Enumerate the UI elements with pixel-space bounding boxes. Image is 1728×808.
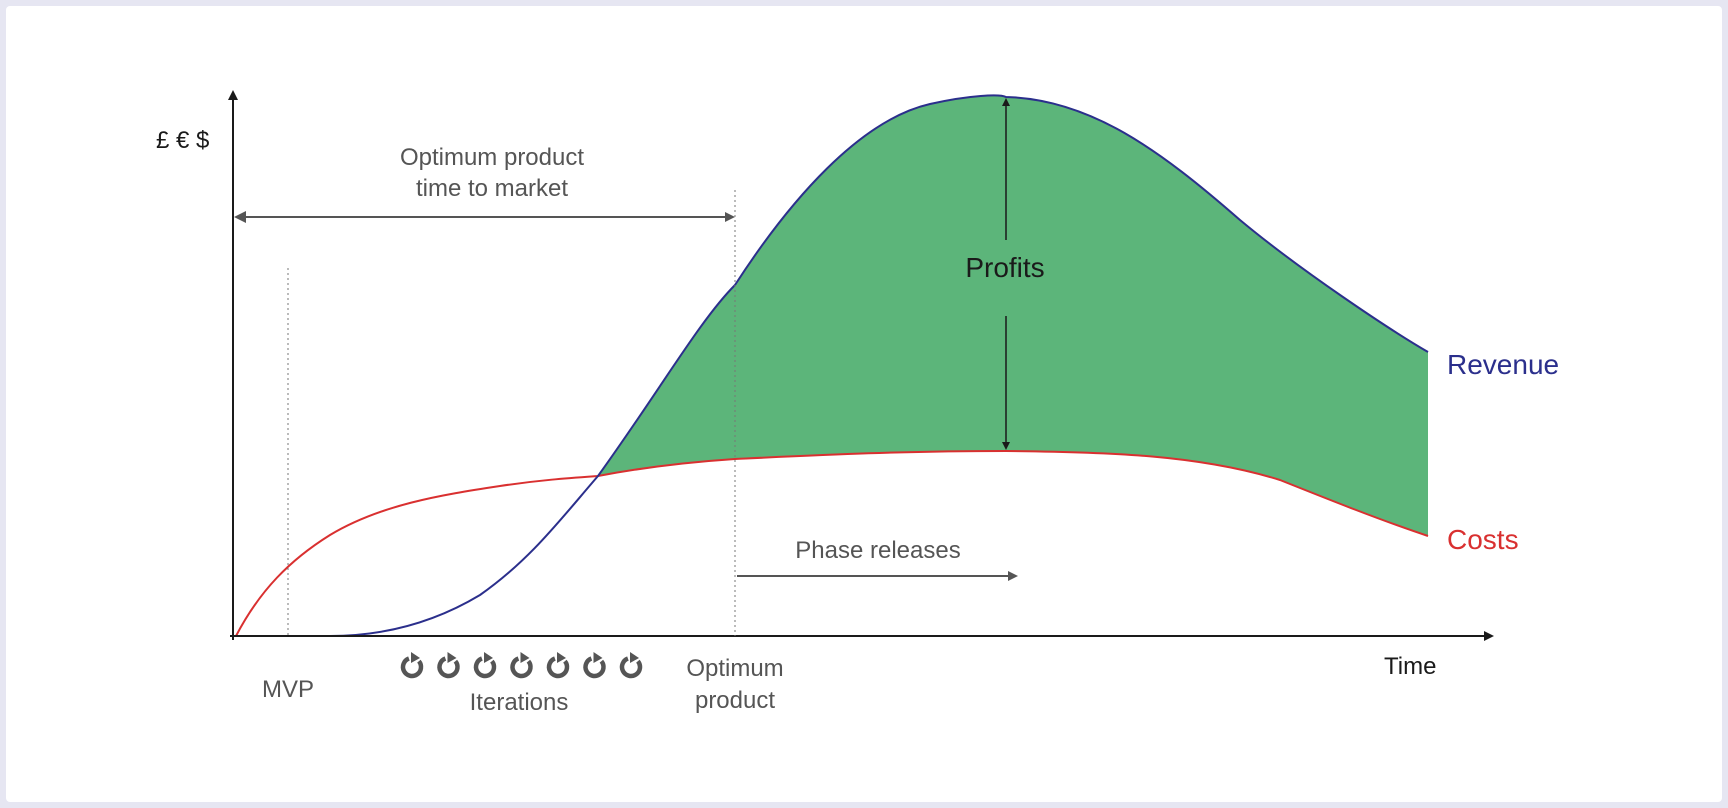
optimum-time-label-line2: time to market	[416, 175, 568, 202]
refresh-icon	[437, 652, 460, 679]
y-axis-label: £ € $	[156, 127, 209, 154]
costs-label: Costs	[1447, 524, 1519, 555]
time-to-market-arrow-left-head	[234, 211, 246, 223]
refresh-icon	[510, 652, 533, 679]
refresh-icon	[546, 652, 570, 679]
refresh-icon	[619, 652, 643, 679]
revenue-curve	[236, 94, 1429, 637]
refresh-icon	[400, 652, 424, 679]
profit-area	[598, 95, 1428, 536]
refresh-icon	[583, 652, 606, 679]
refresh-icon	[473, 652, 497, 679]
iterations-label: Iterations	[470, 689, 569, 716]
x-axis-label: Time	[1384, 653, 1436, 680]
optimum-product-label-line2: product	[695, 687, 775, 714]
phase-releases-label: Phase releases	[795, 537, 960, 564]
profits-label: Profits	[965, 252, 1044, 283]
mvp-label: MVP	[262, 676, 314, 703]
optimum-product-label-line1: Optimum	[686, 655, 783, 682]
iteration-icons	[400, 652, 643, 679]
revenue-label: Revenue	[1447, 349, 1559, 380]
costs-curve	[235, 449, 1429, 637]
optimum-time-label-line1: Optimum product	[400, 144, 584, 171]
